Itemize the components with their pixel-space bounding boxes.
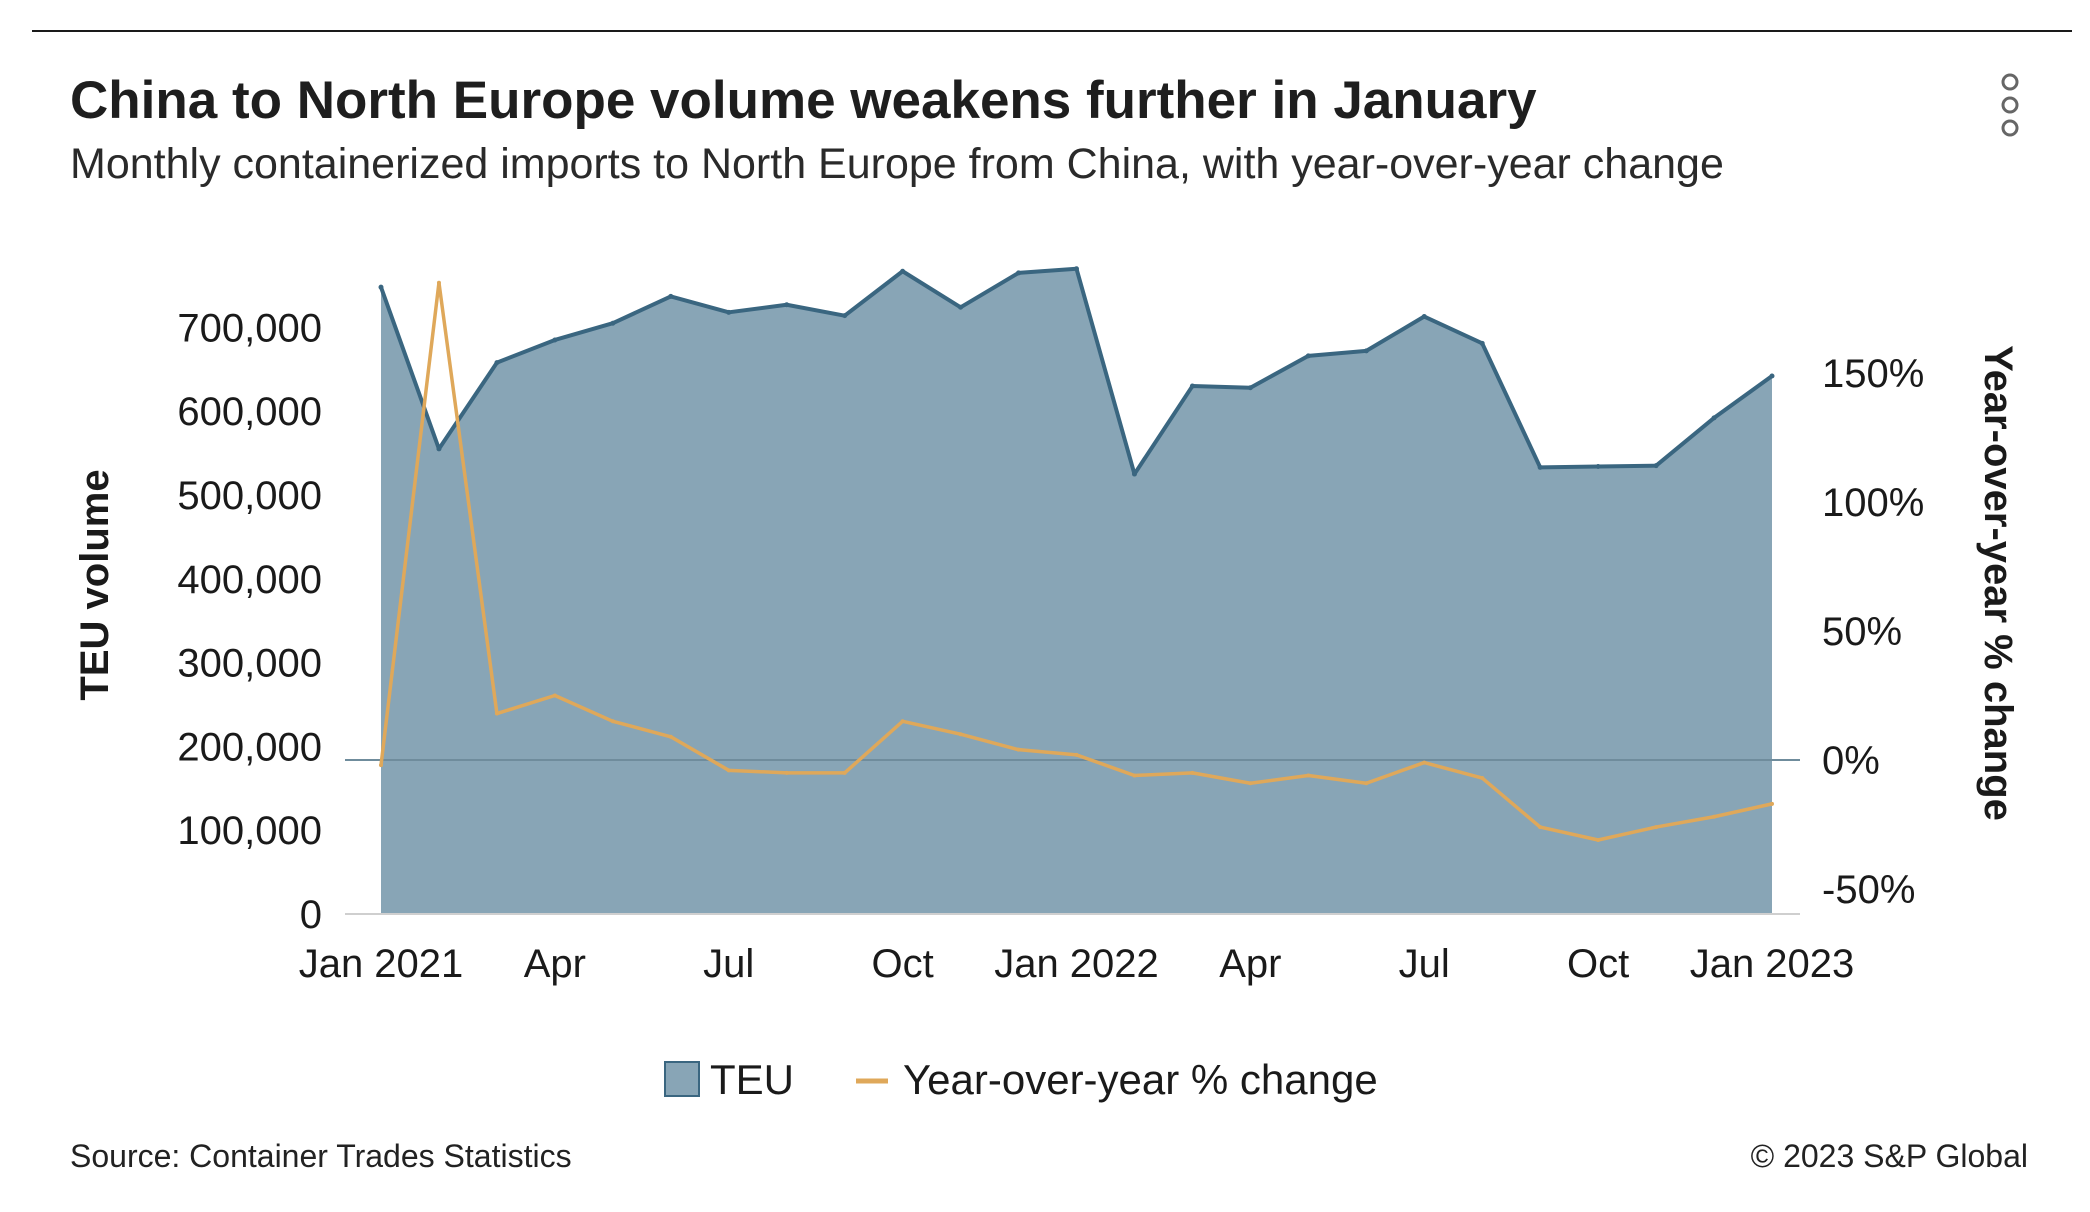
y-tick-label: 200,000: [177, 725, 322, 769]
x-axis: Jan 2021 Apr Jul Oct Jan 2022 Apr Jul Oct Jan 20…: [299, 942, 1855, 986]
yoy-point: [842, 770, 847, 775]
legend-label-teu: TEU: [710, 1056, 794, 1103]
teu-point: [1131, 471, 1137, 477]
y2-tick-label: 100%: [1822, 481, 1924, 525]
yoy-point: [1074, 752, 1079, 757]
y2-tick-label: 0%: [1822, 739, 1880, 783]
teu-point: [552, 337, 558, 343]
y-axis-right: -50% 0% 50% 100% 150%: [1822, 352, 1924, 912]
yoy-point: [1596, 837, 1601, 842]
source-note: Source: Container Trades Statistics: [70, 1138, 572, 1174]
copyright-note: © 2023 S&P Global: [1750, 1138, 2028, 1174]
y-tick-label: 400,000: [177, 558, 322, 602]
more-options-button[interactable]: [1990, 72, 2030, 138]
teu-point: [784, 302, 790, 308]
teu-area: [381, 268, 1772, 914]
yoy-point: [784, 770, 789, 775]
teu-point: [1479, 340, 1485, 346]
y2-tick-label: -50%: [1822, 868, 1915, 912]
y2-tick-label: 50%: [1822, 610, 1902, 654]
yoy-point: [726, 768, 731, 773]
yoy-point: [1480, 776, 1485, 781]
yoy-point: [1016, 747, 1021, 752]
yoy-point: [379, 763, 383, 768]
yoy-point: [900, 719, 905, 724]
teu-point: [726, 309, 732, 315]
teu-point: [1363, 348, 1369, 354]
y-tick-label: 300,000: [177, 642, 322, 686]
y-axis-title: TEU volume: [73, 469, 117, 700]
yoy-point: [1190, 770, 1195, 775]
yoy-point: [1712, 814, 1717, 819]
legend-label-yoy: Year-over-year % change: [903, 1056, 1378, 1103]
x-tick-label: Jul: [703, 942, 754, 986]
yoy-point: [958, 732, 963, 737]
yoy-point: [1364, 781, 1369, 786]
x-tick-label: Apr: [1219, 942, 1281, 986]
more-vertical-icon: [2001, 73, 2019, 137]
chart-subtitle: Monthly containerized imports to North E…: [70, 140, 1724, 188]
teu-point: [842, 313, 848, 319]
x-tick-label: Jan 2022: [994, 942, 1159, 986]
teu-point: [1711, 415, 1717, 421]
yoy-point: [1132, 773, 1137, 778]
teu-point: [610, 320, 616, 326]
teu-point: [1421, 314, 1427, 320]
teu-point: [958, 304, 964, 310]
teu-point: [668, 293, 674, 299]
plot-area: [345, 266, 1800, 915]
teu-point: [1653, 463, 1659, 469]
teu-point: [1305, 353, 1311, 359]
legend: TEU Year-over-year % change: [664, 1056, 1378, 1103]
yoy-point: [1422, 760, 1427, 765]
legend-swatch-teu: [664, 1061, 700, 1097]
y-tick-label: 600,000: [177, 390, 322, 434]
y2-tick-label: 150%: [1822, 352, 1924, 396]
teu-point: [494, 360, 500, 366]
y-tick-label: 100,000: [177, 809, 322, 853]
x-tick-label: Jul: [1399, 942, 1450, 986]
teu-point: [1537, 464, 1543, 470]
yoy-point: [494, 711, 499, 716]
yoy-point: [1306, 773, 1311, 778]
teu-point: [1595, 464, 1601, 470]
teu-point: [1769, 373, 1775, 379]
yoy-point: [1538, 825, 1543, 830]
yoy-point: [1770, 801, 1774, 806]
yoy-point: [610, 719, 615, 724]
y-axis-left: 0 100,000 200,000 300,000 400,000 500,000 600,…: [177, 306, 322, 937]
teu-point: [1189, 383, 1195, 389]
x-tick-label: Oct: [1567, 942, 1629, 986]
teu-point: [378, 284, 384, 290]
teu-point: [1016, 270, 1022, 276]
yoy-point: [668, 734, 673, 739]
teu-point: [1074, 266, 1079, 272]
y-tick-label: 0: [300, 893, 322, 937]
yoy-point: [436, 280, 441, 285]
top-rule: [32, 30, 2072, 32]
yoy-point: [552, 693, 557, 698]
y2-axis-title: Year-over-year % change: [1976, 345, 2020, 821]
yoy-point: [1248, 781, 1253, 786]
x-tick-label: Apr: [524, 942, 586, 986]
teu-point: [436, 446, 442, 452]
y-tick-label: 700,000: [177, 306, 322, 350]
teu-point: [1247, 385, 1253, 391]
y-tick-label: 500,000: [177, 474, 322, 518]
yoy-point: [1654, 825, 1659, 830]
x-tick-label: Oct: [872, 942, 934, 986]
x-tick-label: Jan 2021: [299, 942, 464, 986]
chart-title: China to North Europe volume weakens fur…: [70, 71, 1537, 130]
x-tick-label: Jan 2023: [1690, 942, 1855, 986]
teu-point: [900, 268, 906, 274]
